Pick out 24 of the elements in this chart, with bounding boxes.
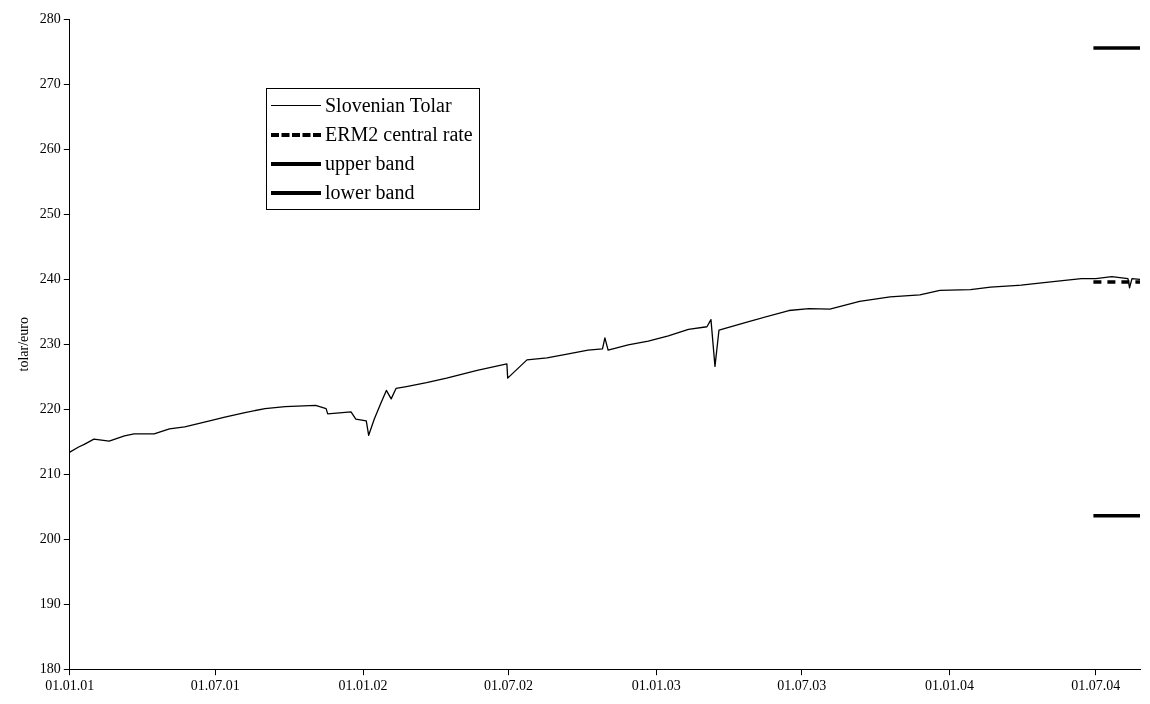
y-tick-label: 200 — [39, 530, 61, 546]
y-tick-label: 210 — [39, 465, 61, 481]
y-tick-label: 230 — [39, 335, 61, 351]
y-tick-label: 250 — [39, 206, 61, 222]
x-tick-label: 01.01.03 — [631, 678, 681, 694]
legend-label: lower band — [325, 181, 415, 204]
x-tick-label: 01.07.04 — [1071, 678, 1121, 694]
y-tick-label: 220 — [39, 400, 61, 416]
x-tick-label: 01.07.01 — [190, 678, 240, 694]
x-tick-label: 01.01.04 — [925, 678, 975, 694]
x-tick-label: 01.07.03 — [777, 678, 827, 694]
y-tick-label: 240 — [39, 270, 61, 286]
legend-label: ERM2 central rate — [325, 123, 473, 146]
y-tick-label: 180 — [39, 660, 61, 676]
y-tick-label: 270 — [39, 76, 61, 92]
x-tick-label: 01.01.02 — [338, 678, 388, 694]
y-tick-label: 260 — [39, 141, 61, 157]
y-axis-title: tolar/euro — [16, 317, 32, 372]
x-tick-label: 01.07.02 — [483, 678, 533, 694]
y-tick-label: 190 — [39, 595, 61, 611]
legend-label: upper band — [325, 152, 415, 175]
legend-label: Slovenian Tolar — [325, 94, 452, 117]
x-tick-label: 01.01.01 — [45, 678, 95, 694]
y-tick-label: 280 — [39, 11, 61, 27]
